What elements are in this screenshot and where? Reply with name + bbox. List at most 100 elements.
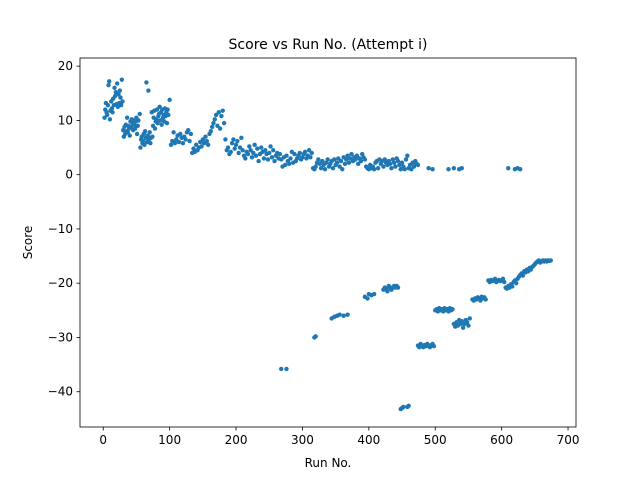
data-point <box>197 139 203 145</box>
data-point <box>354 153 360 158</box>
data-point <box>506 165 511 171</box>
data-point <box>213 112 219 118</box>
data-point <box>204 138 210 144</box>
data-point <box>451 165 457 171</box>
data-point <box>237 145 243 150</box>
data-point <box>330 165 336 171</box>
data-point <box>243 156 248 161</box>
data-point <box>134 131 140 137</box>
data-point <box>459 165 464 171</box>
data-point <box>259 145 264 150</box>
data-point <box>223 137 228 142</box>
data-point <box>261 156 267 161</box>
data-point <box>148 141 153 146</box>
x-tick-label: 600 <box>490 433 513 447</box>
data-point <box>215 123 220 129</box>
data-point <box>117 88 123 93</box>
data-point <box>371 167 377 172</box>
data-point <box>221 120 227 126</box>
data-point <box>212 117 217 122</box>
data-point <box>140 138 146 144</box>
data-point <box>110 110 115 115</box>
data-point <box>235 138 240 144</box>
data-point <box>164 120 170 126</box>
data-point <box>125 130 131 135</box>
data-point <box>284 153 289 158</box>
data-point <box>176 139 182 145</box>
data-point <box>358 158 364 164</box>
chart-title: Score vs Run No. (Attempt i) <box>229 37 428 53</box>
data-point <box>200 137 206 142</box>
y-tick-label: 10 <box>58 113 73 127</box>
data-point <box>403 157 409 162</box>
data-point <box>105 103 111 108</box>
data-point <box>381 164 386 169</box>
data-point <box>415 162 421 168</box>
data-point <box>514 281 519 286</box>
data-point <box>249 155 255 160</box>
data-point <box>150 134 155 139</box>
data-point <box>518 167 523 172</box>
data-point <box>152 126 158 131</box>
data-point <box>265 157 271 162</box>
data-point <box>157 104 162 110</box>
data-point <box>137 111 142 117</box>
x-ticks: 0 100 200 300 400 500 600 700 <box>99 427 579 447</box>
x-tick-label: 100 <box>158 433 181 447</box>
data-point <box>387 161 393 167</box>
data-point <box>118 95 123 100</box>
x-tick-label: 0 <box>99 433 107 447</box>
data-point <box>174 137 179 142</box>
data-point <box>115 104 121 110</box>
data-point <box>251 150 256 156</box>
data-point <box>409 167 414 172</box>
data-point <box>263 148 268 153</box>
data-point <box>317 161 322 167</box>
data-point <box>165 107 170 112</box>
data-point <box>217 126 223 131</box>
data-point <box>309 150 314 156</box>
data-point <box>362 157 368 162</box>
data-point <box>272 158 277 164</box>
data-point <box>253 153 259 158</box>
data-point <box>356 161 361 167</box>
data-point <box>322 167 328 172</box>
data-point <box>395 158 401 164</box>
data-point <box>236 150 241 156</box>
data-point <box>220 108 225 113</box>
data-point <box>158 118 163 123</box>
data-point <box>178 131 183 137</box>
data-point <box>459 318 464 324</box>
data-point <box>450 307 455 312</box>
data-point <box>411 164 417 169</box>
data-point <box>426 165 431 171</box>
data-point <box>391 160 397 165</box>
data-point <box>401 404 406 410</box>
data-point <box>277 151 283 157</box>
data-point <box>154 117 159 122</box>
data-point <box>286 161 292 167</box>
data-point <box>183 137 188 142</box>
data-point <box>313 334 318 339</box>
data-point <box>199 144 204 149</box>
data-point <box>344 157 349 162</box>
data-point <box>144 80 149 85</box>
data-point <box>502 279 507 285</box>
data-point <box>430 167 435 172</box>
x-axis-label: Run No. <box>305 456 352 470</box>
data-point <box>337 164 342 169</box>
data-point <box>336 156 341 161</box>
data-point <box>460 325 466 330</box>
data-point <box>187 138 192 144</box>
data-point <box>188 131 194 137</box>
data-point <box>239 135 244 140</box>
data-point <box>172 141 178 146</box>
data-point <box>271 148 276 153</box>
data-point <box>292 151 297 157</box>
data-point <box>233 142 239 148</box>
data-point <box>395 285 401 290</box>
data-point <box>146 88 151 93</box>
data-point <box>107 79 112 84</box>
x-tick-label: 500 <box>424 433 447 447</box>
data-point <box>405 153 410 158</box>
